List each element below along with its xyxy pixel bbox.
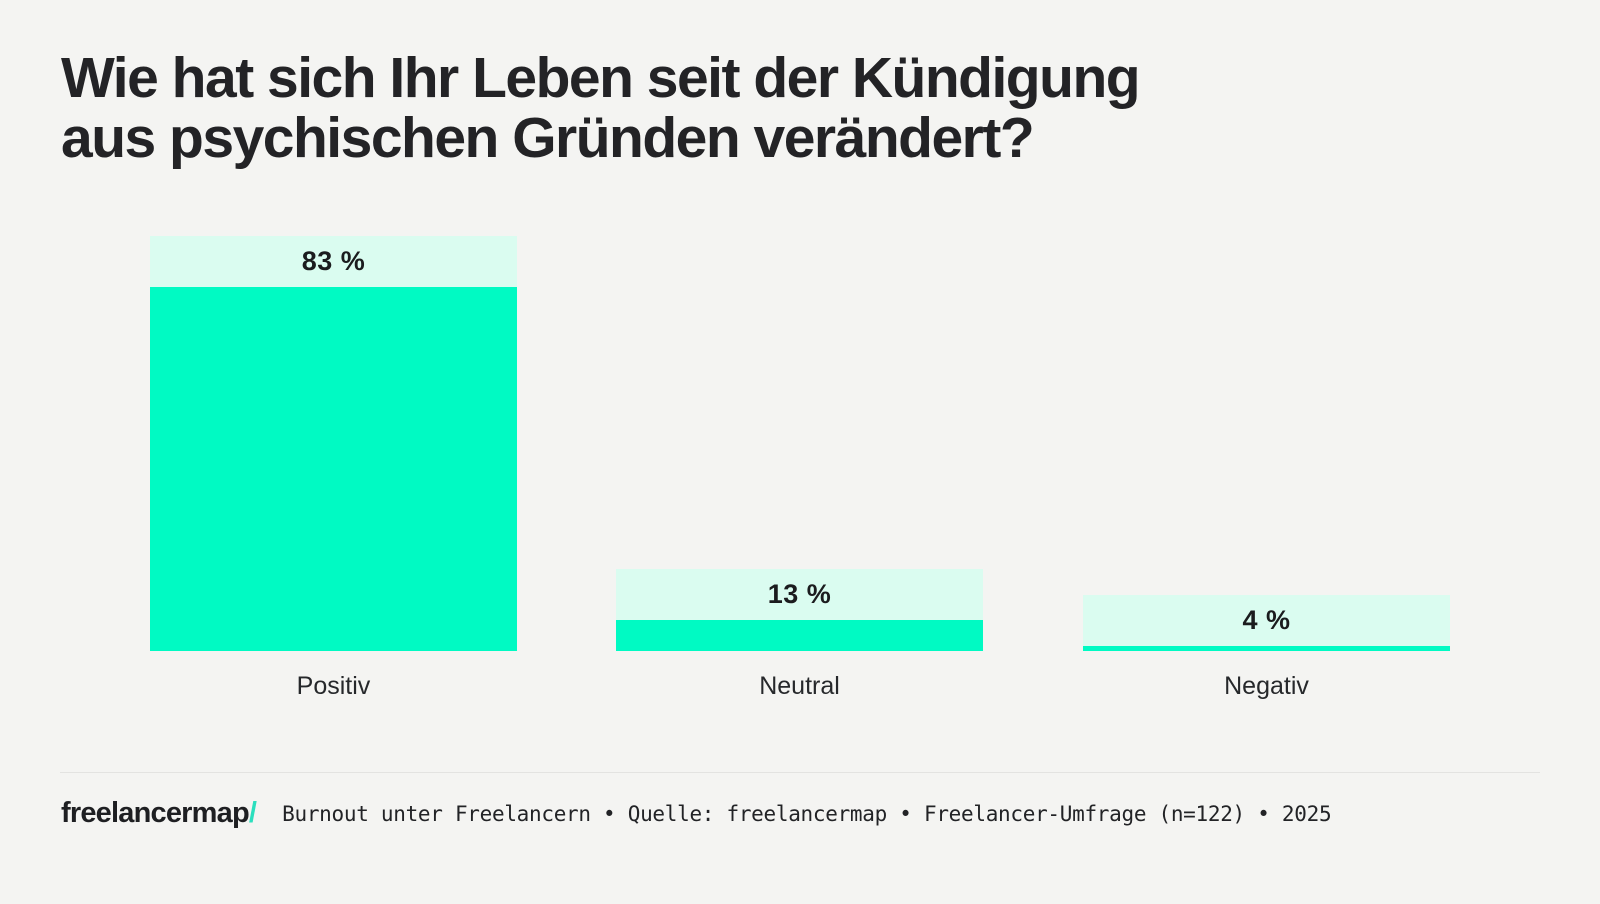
bar-positiv [150,287,517,651]
footer-divider [60,772,1540,773]
freelancermap-logo: freelancermap/ [61,797,257,830]
bar-negativ [1083,646,1450,651]
value-label-neutral: 13 % [616,569,983,620]
category-label-positiv: Positiv [296,672,371,700]
footer: freelancermap/ Burnout unter Freelancern… [61,797,1332,830]
bar-neutral [616,620,983,651]
bar-chart: 83 % 13 % 4 % [150,230,1451,651]
chart-title-line1: Wie hat sich Ihr Leben seit der Kündigun… [61,46,1141,110]
category-axis: Positiv Neutral Negativ [150,672,1451,704]
logo-wordmark: freelancermap [61,797,250,829]
logo-slash-icon: / [248,797,257,829]
bar-group-positiv: 83 % [150,236,517,651]
value-label-negativ: 4 % [1083,595,1450,646]
category-label-negativ: Negativ [1224,672,1309,700]
value-label-positiv: 83 % [150,236,517,287]
category-label-neutral: Neutral [759,672,840,700]
bar-group-neutral: 13 % [616,569,983,651]
chart-title-line2: aus psychischen Gründen verändert? [61,106,1035,170]
bar-group-negativ: 4 % [1083,595,1450,651]
chart-title: Wie hat sich Ihr Leben seit der Kündigun… [61,48,1481,168]
source-line: Burnout unter Freelancern • Quelle: free… [282,801,1332,826]
